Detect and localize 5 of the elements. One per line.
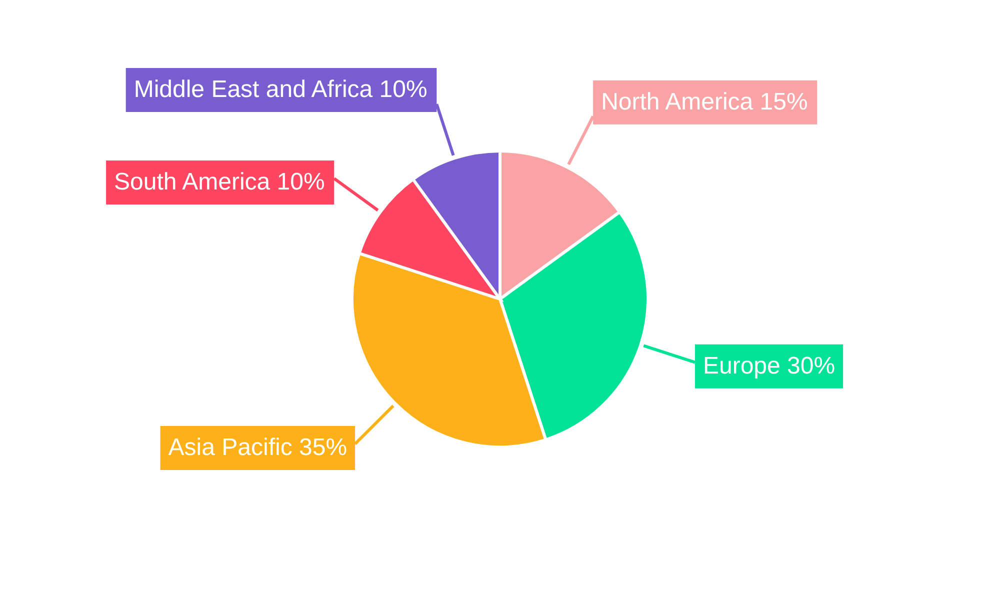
slice-label: North America 15% [601,88,808,116]
slice-label: South America 10% [114,168,325,196]
slice-label: Europe 30% [702,352,836,380]
slice-label: Middle East and Africa 10% [134,76,428,104]
slice-label: Asia Pacific 35% [168,434,348,461]
